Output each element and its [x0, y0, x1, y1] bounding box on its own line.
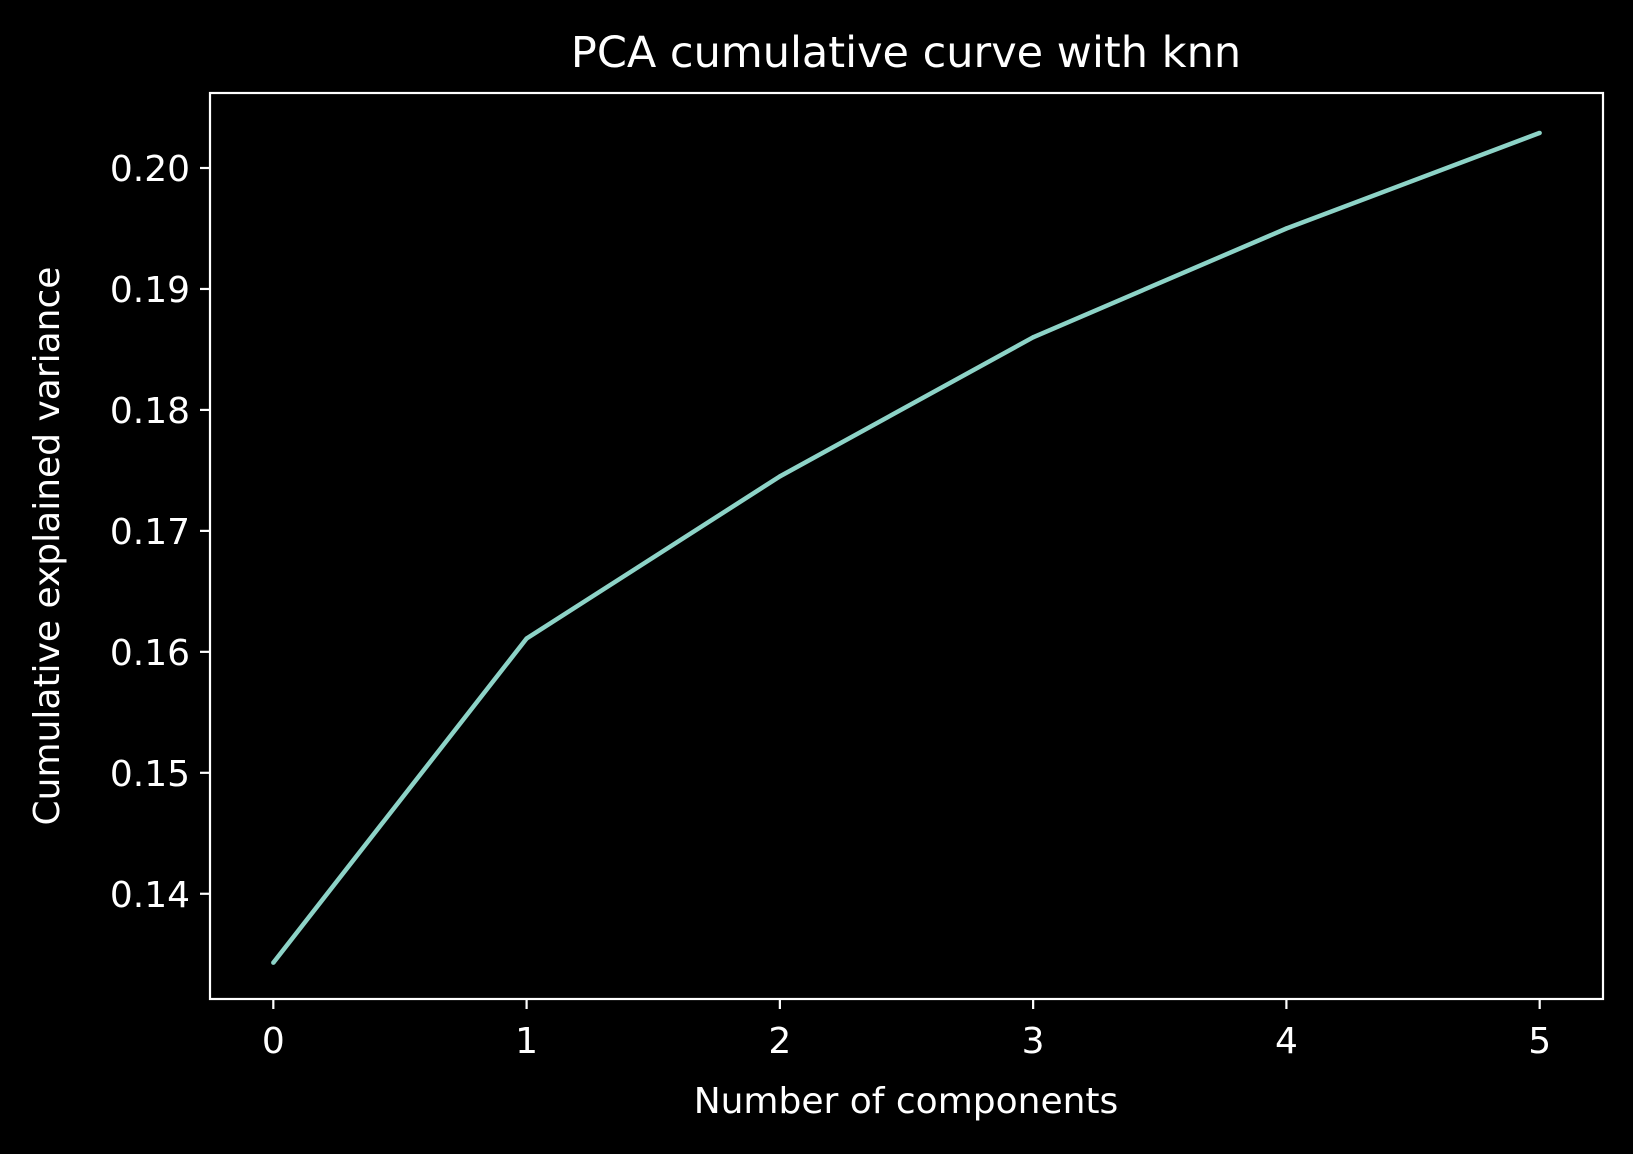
- y-tick-label: 0.15: [110, 754, 190, 795]
- x-axis-title: Number of components: [694, 1081, 1119, 1122]
- x-tick-label: 4: [1275, 1021, 1298, 1062]
- y-axis: 0.14 0.15 0.16 0.17 0.18 0.19 0.20: [110, 149, 210, 916]
- x-tick-label: 1: [515, 1021, 538, 1062]
- plot-area-frame: [208, 91, 1605, 1001]
- chart-title: PCA cumulative curve with knn: [571, 28, 1241, 78]
- x-axis: 0 1 2 3 4 5: [262, 999, 1551, 1062]
- data-point: [777, 474, 783, 479]
- series-layer: [271, 130, 1542, 965]
- x-tick-label: 0: [262, 1021, 285, 1062]
- x-tick-label: 5: [1528, 1021, 1551, 1062]
- y-axis-title: Cumulative explained variance: [27, 267, 68, 826]
- x-tick-label: 2: [768, 1021, 791, 1062]
- series-line-0: [271, 130, 1541, 965]
- y-tick-label: 0.16: [110, 633, 190, 674]
- data-point: [271, 960, 276, 965]
- y-tick-label: 0.20: [110, 149, 190, 190]
- data-point: [524, 636, 529, 641]
- y-tick-label: 0.19: [110, 270, 190, 311]
- data-point: [1030, 335, 1036, 340]
- y-tick-label: 0.17: [110, 512, 190, 553]
- data-point: [1284, 226, 1289, 231]
- data-point: [1537, 130, 1542, 136]
- x-tick-label: 3: [1022, 1021, 1045, 1062]
- y-tick-label: 0.14: [110, 875, 190, 916]
- y-tick-label: 0.18: [110, 391, 190, 432]
